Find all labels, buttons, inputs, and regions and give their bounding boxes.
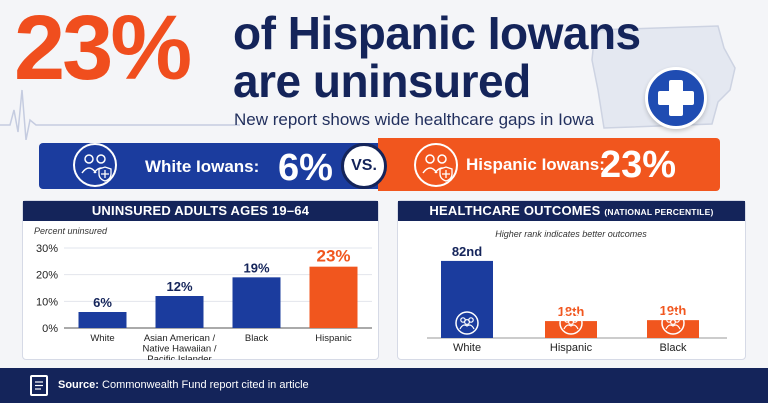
people-group-icon-head [568,318,575,325]
chart-title: HEALTHCARE OUTCOMES (NATIONAL PERCENTILE… [398,201,745,221]
chart-title-suffix: (NATIONAL PERCENTILE) [604,207,714,217]
x-tick-label: White [90,333,114,344]
source-note: Source: Commonwealth Fund report cited i… [58,379,309,391]
bar [78,312,127,328]
data-label: 12% [166,279,192,294]
people-shield-icon [73,143,117,187]
medical-cross-icon [645,67,707,129]
people-group-icon-ring [661,311,685,335]
x-tick-label: Black [660,342,687,354]
outcomes-bar-chart: Higher rank indicates better outcomes 82n… [427,229,727,354]
headline-line-1: of Hispanic Iowans [233,7,641,59]
x-tick-label: Native Hawaiian / [143,344,217,355]
bar [232,277,281,328]
chart-subtitle: Higher rank indicates better outcomes [495,229,647,239]
bar [647,320,699,338]
y-tick-label: 0% [42,323,58,335]
people-shield-icon [414,143,458,187]
y-axis-label: Percent uninsured [34,226,108,236]
hispanic-iowans-value: 23% [600,144,677,186]
people-group-icon-body [563,324,579,330]
headline-line-2: are uninsured [233,55,531,107]
data-label: 19% [243,260,269,275]
people-group-icon [455,311,479,335]
people-group-icon [661,311,685,335]
y-tick-label: 10% [36,296,58,308]
people-group-icon-ring [559,311,583,335]
vs-badge: VS. [341,143,387,189]
x-tick-label: Hispanic [315,333,352,344]
people-group-icon-body [665,324,681,330]
y-tick-label: 20% [36,270,58,282]
x-tick-label: Black [245,333,268,344]
uninsured-bar-chart: Percent uninsured 0% 10% 20% 30% 6% White 12% As… [34,226,372,360]
x-tick-label: Hispanic [550,342,593,354]
document-icon [30,375,48,396]
source-text: Commonwealth Fund report cited in articl… [102,379,309,391]
source-label: Source: [58,379,99,391]
people-group-icon-ring [455,311,479,335]
headline-stat: 23% [14,0,192,99]
hispanic-iowans-label: Hispanic Iowans: [466,155,605,174]
people-group-icon [559,311,583,335]
y-tick-label: 30% [36,243,58,255]
people-group-icon-head [670,318,677,325]
data-label: 23% [316,247,350,266]
x-tick-label: Asian American / [144,333,216,344]
heartbeat-icon [0,89,240,140]
chart-title-main: HEALTHCARE OUTCOMES [429,203,601,218]
bar [545,321,597,338]
x-tick-label: White [453,342,481,354]
people-group-icon-body [459,324,475,330]
people-group-icon-head [463,318,470,325]
footer-bar [0,368,768,403]
data-label: 6% [93,295,112,310]
bar [155,296,204,328]
x-tick-label: Pacific Islander [147,354,211,360]
bar [441,260,493,338]
bar [309,266,358,328]
subheadline: New report shows wide healthcare gaps in… [234,110,595,129]
white-iowans-label: White Iowans: [145,157,260,176]
chart-title: UNINSURED ADULTS AGES 19–64 [23,201,378,221]
white-iowans-value: 6% [278,147,333,189]
data-label: 82nd [452,244,482,259]
